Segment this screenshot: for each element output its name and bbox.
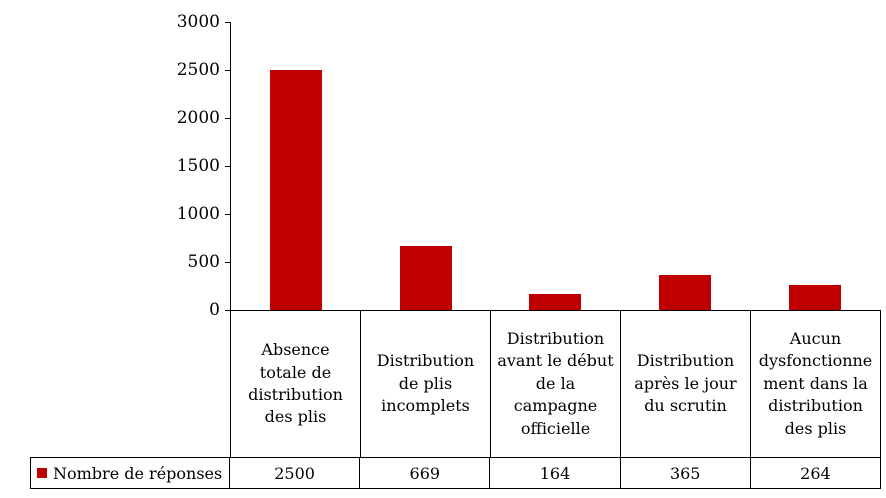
table-value-cell: 2500 <box>230 458 361 488</box>
bar-2 <box>399 245 452 310</box>
y-tick-label: 1000 <box>176 204 220 224</box>
bar-column <box>231 22 361 310</box>
y-tick-label: 0 <box>209 300 220 320</box>
category-row: Absence totale de distribution des plis D… <box>230 310 881 457</box>
table-value-cell: 264 <box>800 463 831 483</box>
category-label: Aucun dysfonctionnement dans la distribu… <box>751 311 881 457</box>
category-label: Distribution après le jour du scrutin <box>621 311 751 457</box>
plot-area <box>230 22 880 310</box>
y-tick-label: 3000 <box>176 12 220 32</box>
bar-3 <box>529 294 582 310</box>
y-tick-mark <box>225 118 230 119</box>
bar-column <box>620 22 750 310</box>
y-tick-mark <box>225 214 230 215</box>
y-axis-labels: 0 500 1000 1500 2000 2500 3000 <box>0 12 220 320</box>
y-tick-label: 2000 <box>176 108 220 128</box>
legend-label: Nombre de réponses <box>53 463 223 483</box>
bar-5 <box>789 284 842 310</box>
table-value-cell: 164 <box>490 458 621 488</box>
category-label: Absence totale de distribution des plis <box>231 311 361 457</box>
table-value-cell: 365 <box>621 458 751 488</box>
y-tick-label: 500 <box>187 252 220 272</box>
data-table-row: Nombre de réponses 2500 669 164 365 264 <box>30 457 881 489</box>
y-axis-ticks <box>225 22 230 311</box>
bar-column <box>361 22 491 310</box>
y-tick-mark <box>225 70 230 71</box>
y-tick-label: 1500 <box>176 156 220 176</box>
bar-4 <box>659 274 712 310</box>
legend-cell: Nombre de réponses <box>31 458 230 488</box>
table-value-cell: 669 <box>360 458 491 488</box>
y-tick-label: 2500 <box>176 60 220 80</box>
category-label: Distribution de plis incomplets <box>361 311 491 457</box>
y-tick-mark <box>225 22 230 23</box>
bar-1 <box>269 70 322 310</box>
category-label: Distribution avant le début de la campag… <box>491 311 621 457</box>
y-tick-mark <box>225 166 230 167</box>
bar-column <box>750 22 880 310</box>
y-tick-mark <box>225 262 230 263</box>
bar-column <box>491 22 621 310</box>
y-tick-mark <box>225 310 230 311</box>
legend-marker-icon <box>37 468 47 478</box>
